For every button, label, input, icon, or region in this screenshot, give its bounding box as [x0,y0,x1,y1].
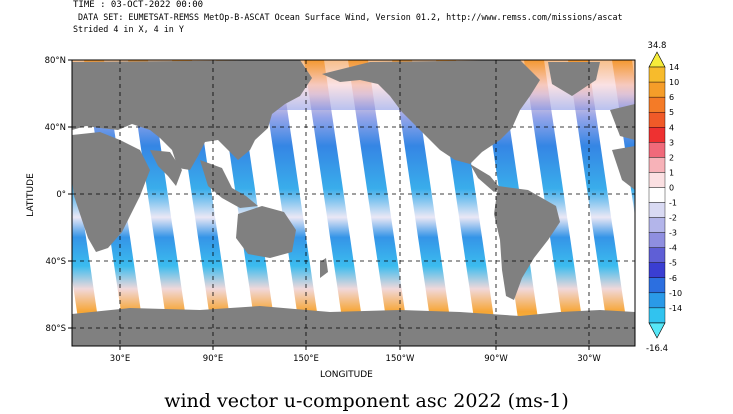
colorbar-tick-label: -1 [669,199,677,208]
lat-tick-label: 40°S [46,257,66,267]
colorbar-segment [648,157,666,173]
colorbar-segment [648,127,666,143]
swath-band [392,60,454,346]
map-gridlines [72,60,635,346]
colorbar-tick-label: -6 [669,274,677,283]
colorbar-tick-label: -14 [669,304,682,313]
colorbar-max-label: 34.8 [648,41,667,51]
colorbar-min-label: -16.4 [646,344,668,354]
axis-ticks: 80°N 40°N 0° 40°S 80°S 30°E 90°E 150°E 150°W 90°W… [45,56,602,364]
figure-caption: wind vector u-component asc 2022 (ms-1) [164,390,569,412]
colorbar-segment [648,187,666,203]
colorbar-segment [648,262,666,278]
colorbar-segment [648,142,666,158]
colorbar-segment [648,217,666,233]
latitude-axis-title: LATITUDE [26,173,36,217]
colorbar-segment [648,81,666,98]
lon-tick-label: 150°E [293,354,319,364]
stride-label: Strided 4 in X, 4 in Y [73,24,184,34]
greenland-land [548,62,600,96]
swath-band [568,60,630,346]
colorbar-segment [648,232,666,248]
colorbar-tick-label: 0 [669,183,674,192]
lon-tick-label: 90°W [484,354,508,364]
colorbar-segment [648,292,666,309]
nz-land [320,258,328,278]
west-africa-edge [612,146,635,190]
colorbar-segment [648,51,666,68]
swath-band [260,60,322,346]
lon-tick-label: 30°W [577,354,601,364]
north-america-land [322,60,540,164]
lon-tick-label: 90°E [203,354,223,364]
lon-tick-label: 150°W [386,354,415,364]
eurasia-land [72,60,312,170]
colorbar-tick-label: 6 [669,93,674,102]
swath-band [524,60,586,346]
colorbar-tick-label: 10 [669,78,679,87]
colorbar-segment [648,66,666,83]
india-land [150,150,182,186]
lat-tick-label: 80°S [46,324,66,334]
colorbar-tick-label: -2 [669,214,677,223]
lat-tick-label: 0° [56,190,66,200]
south-america-land [494,186,560,300]
colorbar-segment [648,322,666,339]
lat-tick-label: 80°N [45,56,66,66]
colorbar-tick-label: 1 [669,168,674,177]
colorbar-tick-label: 4 [669,123,674,132]
africa-land [72,132,150,252]
colorbar-tick-label: 5 [669,108,674,117]
australia-land [236,206,296,258]
colorbar-tick-label: 14 [669,63,679,72]
plot-frame [71,59,636,347]
colorbar-segment [648,202,666,218]
swath-band [128,60,190,346]
central-america-land [470,164,500,192]
lon-tick-label: 30°E [110,354,130,364]
time-label: TIME : 03-OCT-2022 00:00 [73,0,204,10]
colorbar-segment [648,112,666,128]
seasia-land [200,160,258,208]
colorbar-segment [648,277,666,294]
dataset-label: DATA SET: EUMETSAT-REMSS MetOp-B-ASCAT O… [78,12,623,22]
colorbar-tick-label: -10 [669,289,682,298]
colorbar-segment [648,172,666,188]
colorbar-tick-label: -3 [669,229,677,238]
swath-band [348,60,410,346]
colorbar-tick-label: -4 [669,244,677,253]
iberia-land [610,104,635,140]
colorbar-tick-label: 3 [669,138,674,147]
longitude-axis-title: LONGITUDE [320,370,373,380]
colorbar-segment [648,307,666,324]
colorbar-tick-label: -5 [669,259,677,268]
lat-tick-label: 40°N [45,123,66,133]
swath-band [304,60,366,346]
colorbar-segment [648,96,666,113]
colorbar-segment [648,247,666,263]
colorbar-tick-label: 2 [669,153,674,162]
